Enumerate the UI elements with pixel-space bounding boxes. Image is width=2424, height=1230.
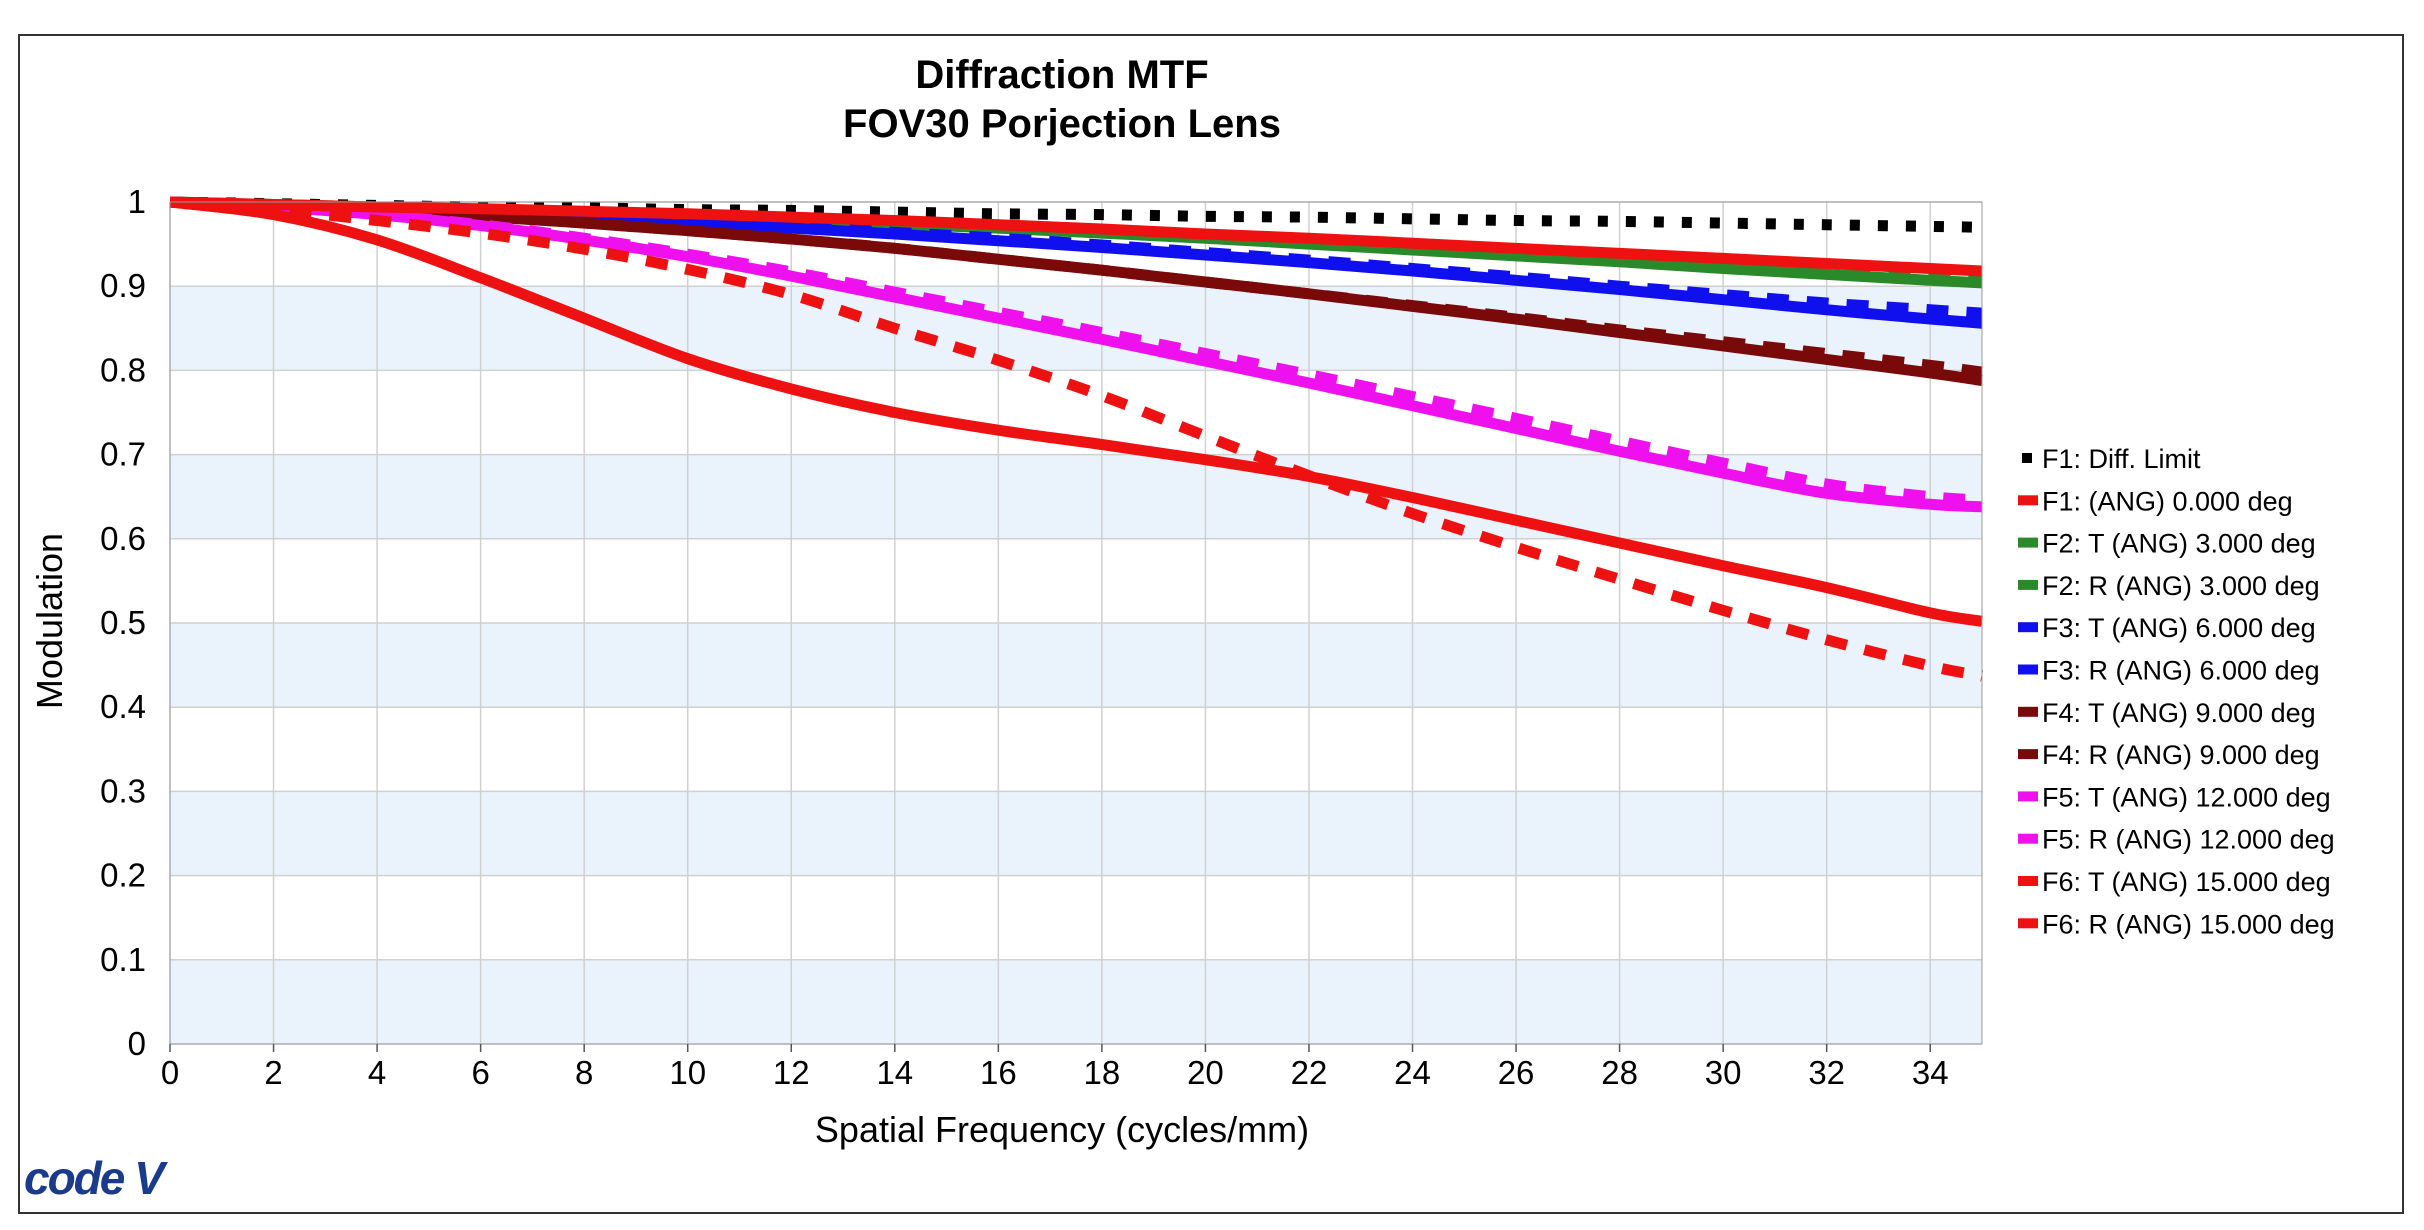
y-axis-ticks: 0 0.1 0.2 0.3 0.4 0.5 0.6 0.7 0.8 0.9 1: [100, 183, 146, 1062]
legend-swatch: [2018, 876, 2038, 886]
codev-logo-text: code V: [24, 1152, 168, 1204]
x-tick-label: 0: [161, 1054, 179, 1091]
legend-swatch: [2018, 918, 2038, 929]
x-tick-label: 2: [264, 1054, 282, 1091]
x-tick-label: 4: [368, 1054, 386, 1091]
y-tick-label: 0.8: [100, 351, 146, 388]
mtf-chart: 0 2 4 6 8 10 12 14 16 18 20 22 24 26 28 30 32 34 00.10.20…: [24, 53, 2335, 1204]
y-tick-label: 0.6: [100, 520, 146, 557]
x-axis-label: Spatial Frequency (cycles/mm): [815, 1109, 1309, 1150]
legend-swatch: [2018, 495, 2038, 506]
legend-entry-label: F3: R (ANG) 6.000 deg: [2042, 656, 2320, 686]
plot-band: [170, 707, 1982, 792]
series-layer: [169, 196, 1984, 682]
chart-title-line-2: FOV30 Porjection Lens: [843, 102, 1281, 146]
x-tick-label: 24: [1394, 1054, 1431, 1091]
chart-title-line-1: Diffraction MTF: [915, 53, 1208, 97]
legend-entry-label: F3: T (ANG) 6.000 deg: [2042, 613, 2316, 643]
plot-band: [170, 875, 1982, 960]
legend-entry-label: F1: Diff. Limit: [2042, 444, 2201, 474]
plot-band: [170, 623, 1982, 708]
y-tick-label: 0.2: [100, 857, 146, 894]
y-tick-label: 0.1: [100, 941, 146, 978]
legend-swatch: [2018, 579, 2038, 590]
plot-border: [169, 201, 1983, 1045]
x-tick-label: 34: [1912, 1054, 1949, 1091]
chart-frame: 0 2 4 6 8 10 12 14 16 18 20 22 24 26 28 30 32 34 0 0.1 0.2 0…: [18, 34, 2404, 1214]
legend-entry-label: F2: T (ANG) 3.000 deg: [2042, 529, 2316, 559]
legend-swatch: [2022, 453, 2032, 463]
x-tick-label: 6: [471, 1054, 489, 1091]
x-axis-ticks: 0 2 4 6 8 10 12 14 16 18 20 22 24 26 28 30 32 34: [161, 1044, 1949, 1091]
series-line-f3-r-ang-6-000-deg: [169, 196, 1983, 319]
legend-swatch: [2018, 791, 2038, 802]
x-tick-label: 26: [1498, 1054, 1535, 1091]
codev-logo: code V: [24, 1152, 170, 1204]
x-tick-label: 14: [876, 1054, 913, 1091]
x-tick-label: 32: [1808, 1054, 1845, 1091]
legend-entry-label: F4: R (ANG) 9.000 deg: [2042, 740, 2320, 770]
legend-entry-label: F6: T (ANG) 15.000 deg: [2042, 867, 2331, 897]
legend-swatch: [2018, 537, 2038, 548]
legend: F1: Diff. Limit F1: (ANG) 0.000 deg F2: T …: [2018, 444, 2335, 939]
y-tick-label: 0: [128, 1025, 146, 1062]
y-tick-label: 0.4: [100, 688, 146, 725]
series-line-f6-t-ang-15-000-deg: [169, 196, 1983, 627]
legend-entry-label: F4: T (ANG) 9.000 deg: [2042, 698, 2316, 728]
legend-entry-label: F5: R (ANG) 12.000 deg: [2042, 825, 2335, 855]
legend-swatch: [2018, 622, 2038, 633]
legend-swatch: [2018, 749, 2038, 760]
x-tick-label: 22: [1291, 1054, 1328, 1091]
x-tick-label: 16: [980, 1054, 1017, 1091]
y-tick-label: 0.7: [100, 436, 146, 473]
legend-swatch: [2018, 706, 2038, 717]
x-tick-label: 10: [669, 1054, 706, 1091]
y-tick-label: 1: [128, 183, 146, 220]
legend-entry-label: F1: (ANG) 0.000 deg: [2042, 486, 2293, 516]
series-line-f4-r-ang-9-000-deg: [169, 196, 1983, 378]
plot-band: [170, 791, 1982, 876]
legend-entry-label: F6: R (ANG) 15.000 deg: [2042, 909, 2335, 939]
x-tick-label: 28: [1601, 1054, 1638, 1091]
legend-swatch: [2018, 664, 2038, 675]
y-axis-label: Modulation: [29, 533, 70, 709]
series-line-f5-t-ang-12-000-deg: [169, 196, 1983, 513]
x-tick-label: 18: [1084, 1054, 1121, 1091]
legend-entry-label: F5: T (ANG) 12.000 deg: [2042, 782, 2331, 812]
x-tick-label: 20: [1187, 1054, 1224, 1091]
y-tick-label: 0.9: [100, 267, 146, 304]
y-tick-label: 0.3: [100, 772, 146, 809]
series-line-f5-r-ang-12-000-deg: [169, 196, 1983, 506]
series-line-f1-ang-0-000-deg: [169, 196, 1983, 277]
x-tick-label: 30: [1705, 1054, 1742, 1091]
legend-entry-label: F2: R (ANG) 3.000 deg: [2042, 571, 2320, 601]
x-tick-label: 12: [773, 1054, 810, 1091]
y-tick-label: 0.5: [100, 604, 146, 641]
plot-band: [170, 959, 1982, 1044]
legend-swatch: [2018, 833, 2038, 844]
x-tick-label: 8: [575, 1054, 593, 1091]
